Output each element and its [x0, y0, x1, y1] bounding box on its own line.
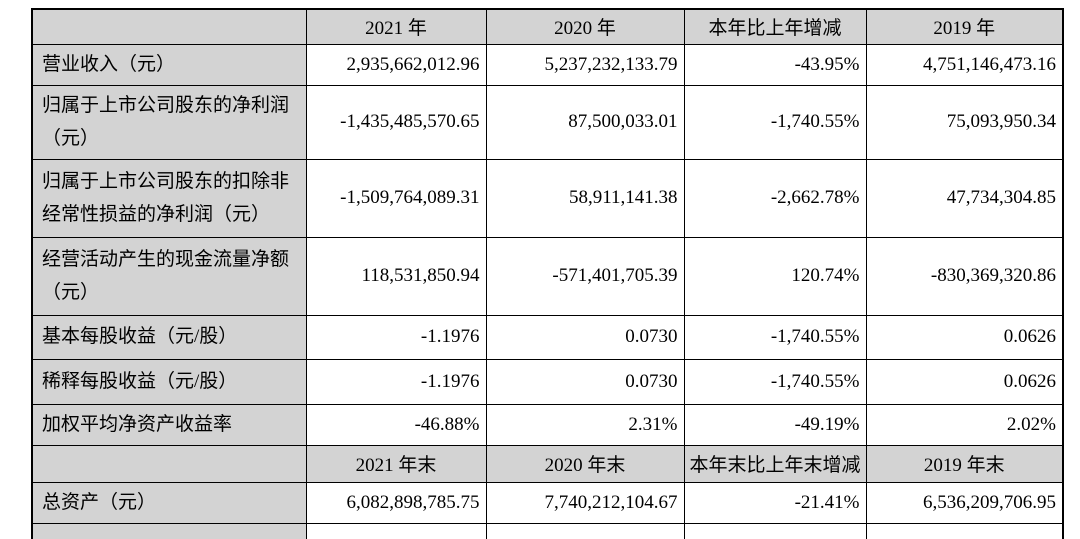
cell-value-2019: 75,093,950.34 [865, 84, 1064, 160]
cell-value-2021 [305, 522, 487, 539]
cell-value-2019: 2.02% [865, 403, 1064, 446]
cell-value-2020: 0.0730 [485, 358, 685, 405]
cell-value-yoy: -49.19% [683, 403, 867, 446]
cell-value-2019: 4,751,146,473.16 [865, 43, 1064, 86]
cell-value-yoy: -1,740.55% [683, 358, 867, 405]
cell-value-yoy: -2,662.78% [683, 158, 867, 238]
table-row-total-assets: 总资产（元） 6,082,898,785.75 7,740,212,104.67… [31, 481, 1064, 524]
row-label: 稀释每股收益（元/股） [31, 358, 307, 405]
cell-value-2020: 87,500,033.01 [485, 84, 685, 160]
cell-value-2019 [865, 522, 1064, 539]
col-header-year-end-change: 本年末比上年末增减 [683, 444, 867, 483]
row-label: 归属于上市公司股东的净利润（元） [31, 84, 307, 160]
cell-value-2019: -830,369,320.86 [865, 236, 1064, 316]
cell-value-2021: -1,509,764,089.31 [305, 158, 487, 238]
cell-value-yoy: -43.95% [683, 43, 867, 86]
col-header-2019: 2019 年 [865, 8, 1064, 45]
row-label: 营业收入（元） [31, 43, 307, 86]
header-corner-cell [31, 444, 307, 483]
cell-value-2021: 118,531,850.94 [305, 236, 487, 316]
col-header-2019-end: 2019 年末 [865, 444, 1064, 483]
table-row-diluted-eps: 稀释每股收益（元/股） -1.1976 0.0730 -1,740.55% 0.… [31, 358, 1064, 405]
table-header-row-annual: 2021 年 2020 年 本年比上年增减 2019 年 [31, 8, 1064, 45]
cell-value-yoy: -1,740.55% [683, 314, 867, 360]
key-financials-table: 2021 年 2020 年 本年比上年增减 2019 年 营业收入（元） 2,9… [31, 8, 1064, 539]
cell-value-2020: 2.31% [485, 403, 685, 446]
row-label: 经营活动产生的现金流量净额（元） [31, 236, 307, 316]
table-row-operating-revenue: 营业收入（元） 2,935,662,012.96 5,237,232,133.7… [31, 43, 1064, 86]
cell-value-yoy: -1,740.55% [683, 84, 867, 160]
table-row-net-profit-excl-nonrecurring: 归属于上市公司股东的扣除非经常性损益的净利润（元） -1,509,764,089… [31, 158, 1064, 238]
row-label: 加权平均净资产收益率 [31, 403, 307, 446]
table-row-basic-eps: 基本每股收益（元/股） -1.1976 0.0730 -1,740.55% 0.… [31, 314, 1064, 360]
col-header-2021: 2021 年 [305, 8, 487, 45]
table-row-net-profit: 归属于上市公司股东的净利润（元） -1,435,485,570.65 87,50… [31, 84, 1064, 160]
cell-value-2021: -46.88% [305, 403, 487, 446]
row-label: 总资产（元） [31, 481, 307, 524]
cell-value-2021: -1.1976 [305, 314, 487, 360]
cell-value-2021: -1.1976 [305, 358, 487, 405]
cell-value-2021: 6,082,898,785.75 [305, 481, 487, 524]
col-header-yoy-change: 本年比上年增减 [683, 8, 867, 45]
cell-value-2020: 5,237,232,133.79 [485, 43, 685, 86]
cell-value-yoy: -21.41% [683, 481, 867, 524]
table-row-operating-cash-flow: 经营活动产生的现金流量净额（元） 118,531,850.94 -571,401… [31, 236, 1064, 316]
cell-value-2019: 0.0626 [865, 314, 1064, 360]
row-label: 基本每股收益（元/股） [31, 314, 307, 360]
row-label: 归属于上市公司股东的扣除非经常性损益的净利润（元） [31, 158, 307, 238]
table-row-weighted-avg-roe: 加权平均净资产收益率 -46.88% 2.31% -49.19% 2.02% [31, 403, 1064, 446]
col-header-2020: 2020 年 [485, 8, 685, 45]
cell-value-2019: 47,734,304.85 [865, 158, 1064, 238]
cell-value-yoy [683, 522, 867, 539]
row-label [31, 522, 307, 539]
cell-value-2021: 2,935,662,012.96 [305, 43, 487, 86]
table-header-row-year-end: 2021 年末 2020 年末 本年末比上年末增减 2019 年末 [31, 444, 1064, 483]
cell-value-2020: 0.0730 [485, 314, 685, 360]
cell-value-2020: 58,911,141.38 [485, 158, 685, 238]
cell-value-2020 [485, 522, 685, 539]
cell-value-2020: -571,401,705.39 [485, 236, 685, 316]
cell-value-2019: 6,536,209,706.95 [865, 481, 1064, 524]
table-row-partial-clipped [31, 522, 1064, 539]
col-header-2021-end: 2021 年末 [305, 444, 487, 483]
cell-value-2021: -1,435,485,570.65 [305, 84, 487, 160]
cell-value-2020: 7,740,212,104.67 [485, 481, 685, 524]
cell-value-yoy: 120.74% [683, 236, 867, 316]
cell-value-2019: 0.0626 [865, 358, 1064, 405]
col-header-2020-end: 2020 年末 [485, 444, 685, 483]
header-corner-cell [31, 8, 307, 45]
